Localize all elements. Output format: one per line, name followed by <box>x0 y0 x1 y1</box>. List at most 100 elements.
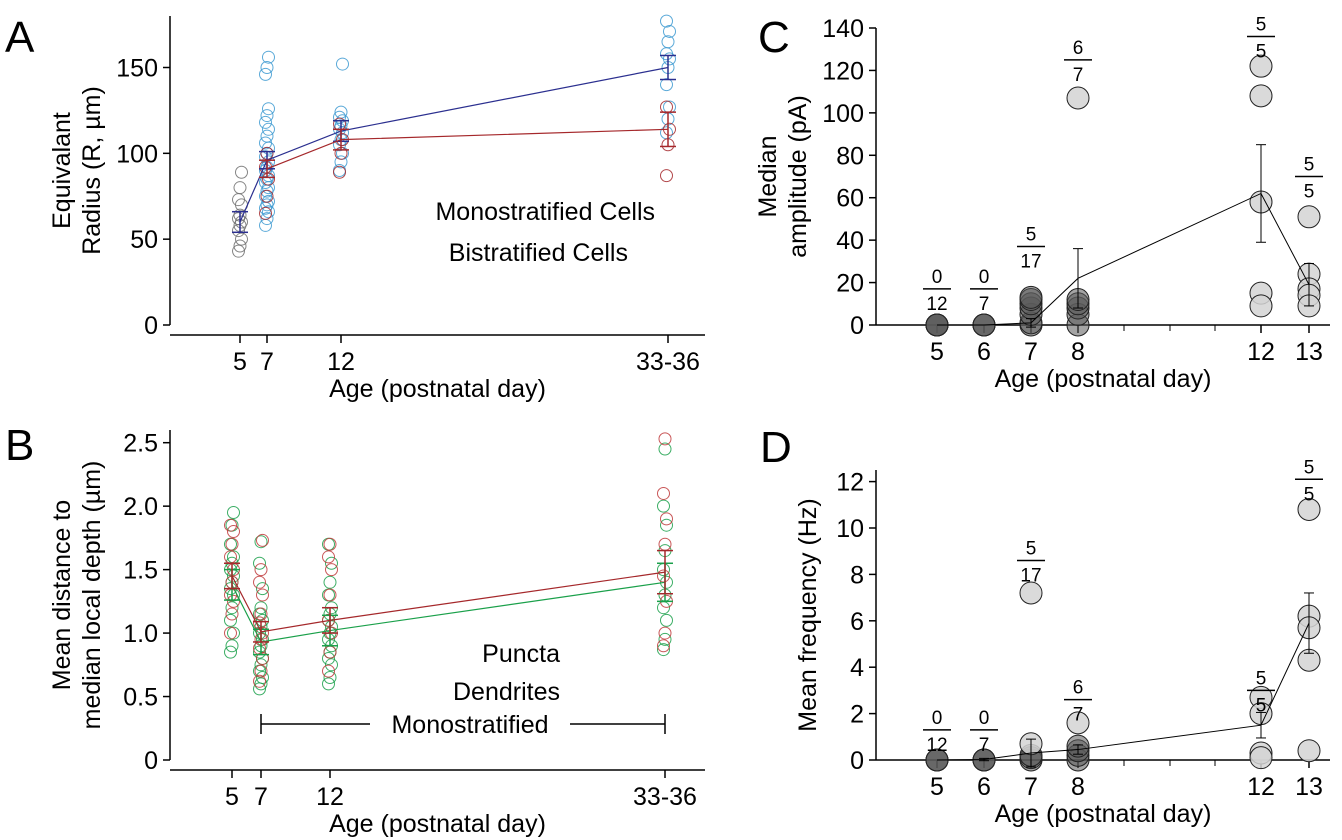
fraction-denominator: 5 <box>1256 41 1267 62</box>
data-point <box>323 575 337 589</box>
data-point <box>333 117 346 131</box>
data-point <box>262 122 275 136</box>
data-point <box>262 205 275 219</box>
data-point <box>661 35 675 49</box>
x-tick-label: 12 <box>327 348 355 376</box>
y-tick-label: 1.0 <box>123 620 158 648</box>
legend-dendrites: Dendrites <box>453 678 560 706</box>
mean-line <box>937 192 1310 326</box>
data-bubble <box>1297 497 1321 521</box>
data-bubble <box>1249 746 1273 770</box>
data-point <box>232 244 245 258</box>
data-point <box>663 24 676 38</box>
y-tick-label: 8 <box>850 561 864 589</box>
data-point <box>660 169 673 183</box>
series-line <box>239 66 669 223</box>
data-point <box>254 677 268 691</box>
data-point <box>256 582 269 596</box>
y-tick-label: 0.5 <box>123 684 158 712</box>
data-bubble <box>1066 711 1090 735</box>
y-tick-label: 40 <box>836 227 864 255</box>
data-bubble <box>1066 86 1090 110</box>
fraction-denominator: 12 <box>926 294 947 315</box>
y-tick-label: 100 <box>822 100 864 128</box>
panel-letter-a: A <box>5 13 35 62</box>
data-point <box>663 100 676 114</box>
series-line <box>231 581 666 643</box>
y-tick-label: 0 <box>850 312 864 340</box>
data-point <box>256 671 269 684</box>
x-tick-label: 8 <box>1071 773 1085 801</box>
data-point <box>260 61 274 74</box>
x-tick-label: 6 <box>977 773 991 801</box>
data-point <box>322 664 335 678</box>
x-tick-label: 12 <box>1247 773 1275 801</box>
y-tick-label: 0 <box>850 747 864 775</box>
x-tick-label: 8 <box>1071 338 1085 366</box>
data-point <box>225 601 239 615</box>
data-point <box>253 556 266 570</box>
data-point <box>325 563 338 577</box>
data-point <box>227 626 240 640</box>
data-point <box>254 664 268 678</box>
y-tick-label: 6 <box>850 608 864 636</box>
x-tick-label: 6 <box>977 338 991 366</box>
fraction-numerator: 5 <box>1304 457 1315 478</box>
data-point <box>253 575 266 589</box>
chart-d: 0 2 4 6 8 10 12 5 6 7 8 12 13 Age (postnatal day) Mean… <box>794 457 1330 828</box>
data-point <box>227 506 240 519</box>
data-point <box>660 575 673 589</box>
data-point <box>325 658 338 672</box>
series-line <box>266 128 669 170</box>
data-point <box>235 232 248 246</box>
data-bubble <box>1249 294 1273 318</box>
y-tick-label: 120 <box>822 57 864 85</box>
chart-b: 0 0.5 1.0 1.5 2.0 2.5 5 7 12 33-36 Age (postnatal … <box>48 430 705 838</box>
data-bubble <box>1249 84 1273 108</box>
data-point <box>254 601 268 615</box>
data-point <box>658 442 672 456</box>
x-axis-title: Age (postnatal day) <box>995 800 1212 828</box>
y-tick-label: 2.5 <box>123 430 158 458</box>
x-axis-title: Age (postnatal day) <box>329 810 546 838</box>
y-axis-title: median local depth (µm) <box>78 461 106 730</box>
y-tick-label: 150 <box>116 55 158 83</box>
y-tick-label: 0 <box>144 312 158 340</box>
data-point <box>259 115 272 129</box>
data-bubble <box>1297 739 1321 763</box>
x-tick-label: 5 <box>930 773 944 801</box>
y-tick-label: 4 <box>850 654 864 682</box>
data-point <box>224 550 237 564</box>
y-tick-label: 60 <box>836 185 864 213</box>
y-tick-label: 2 <box>850 701 864 729</box>
series-line <box>231 571 666 633</box>
x-tick-label: 7 <box>1024 338 1038 366</box>
data-point <box>322 651 335 665</box>
data-point <box>227 525 240 539</box>
fraction-numerator: 0 <box>932 267 943 288</box>
data-bubble <box>1297 205 1321 229</box>
data-point <box>256 613 269 627</box>
fraction-denominator: 5 <box>1304 484 1315 505</box>
y-tick-label: 50 <box>130 226 158 254</box>
data-point <box>262 102 275 116</box>
data-point <box>227 594 240 608</box>
panel-letter-b: B <box>5 421 34 470</box>
fraction-numerator: 5 <box>1026 538 1037 559</box>
data-point <box>657 499 670 513</box>
panel-b: B 0 0.5 1.0 1.5 2.0 2.5 5 7 12 33-36 Age (postnata… <box>5 421 705 838</box>
fraction-denominator: 12 <box>926 735 947 756</box>
data-point <box>323 588 337 602</box>
data-point <box>323 645 337 659</box>
fraction-denominator: 17 <box>1020 252 1041 273</box>
data-point <box>657 643 670 657</box>
data-point <box>260 109 274 123</box>
data-point <box>336 57 349 71</box>
y-axis-title: Mean frequency (Hz) <box>794 498 822 731</box>
data-point <box>225 537 239 551</box>
data-point <box>325 556 338 570</box>
data-point <box>660 518 673 532</box>
data-point <box>254 658 268 672</box>
